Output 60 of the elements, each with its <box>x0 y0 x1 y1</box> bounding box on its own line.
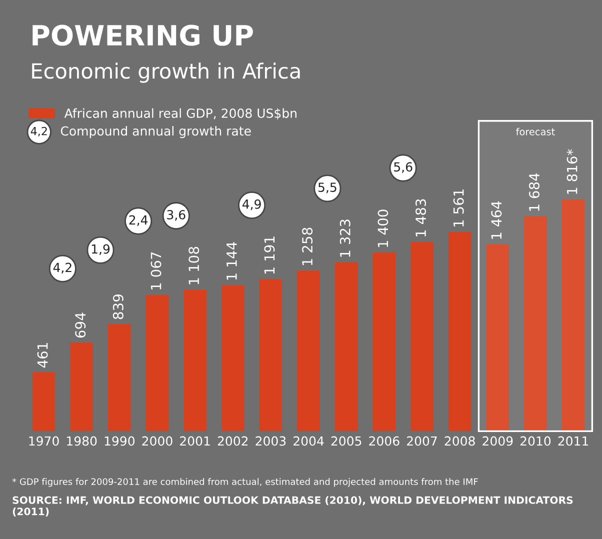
x-tick-label: 1990 <box>104 436 134 446</box>
text: 5,5 <box>318 182 336 194</box>
text: 5,6 <box>394 162 412 173</box>
data-label: 1 816* <box>566 149 578 194</box>
data-label: 1 144 <box>226 242 237 280</box>
x-tick-label: 2006 <box>369 436 400 446</box>
data-label: 1 258 <box>302 228 313 266</box>
x-tick-label: 2005 <box>331 436 362 446</box>
data-label: 1 561 <box>453 190 464 226</box>
x-tick-label: 2011 <box>558 436 588 446</box>
x-tick-label: 2000 <box>142 436 172 446</box>
legend-label: African annual real GDP, 2008 US$bn <box>64 108 296 120</box>
bar <box>222 285 244 432</box>
chart-subtitle: Economic growth in Africa <box>32 62 300 83</box>
x-tick-label: 2003 <box>256 436 286 446</box>
data-label: 1 067 <box>150 252 162 290</box>
data-label: 694 <box>75 312 86 338</box>
source-note: SOURCE: IMF, WORLD ECONOMIC OUTLOOK DATABASE (2010), WORLD DEVELOPMENT INDICATORS (2011) <box>12 496 573 516</box>
x-tick-label: 2009 <box>482 436 513 446</box>
x-tick-label: 2010 <box>520 436 551 446</box>
text: 4,2 <box>30 126 47 136</box>
bar <box>70 342 93 432</box>
band-label: forecast <box>516 128 555 136</box>
data-label: 1 108 <box>188 246 200 284</box>
bar <box>184 290 206 432</box>
annotation: 1,9 <box>92 244 110 256</box>
chart-title: POWERING UP <box>32 24 253 46</box>
x-tick-label: 2007 <box>407 436 437 446</box>
annotation: 2,4 <box>129 215 148 226</box>
annotation: 4,9 <box>242 199 261 210</box>
bar <box>32 372 56 432</box>
x-tick-label: 2001 <box>180 436 210 446</box>
data-label: 1 483 <box>416 199 426 236</box>
data-label: 1 191 <box>264 236 275 274</box>
x-tick-label: 2008 <box>444 436 475 446</box>
bar <box>259 279 282 432</box>
bar <box>372 252 396 432</box>
x-tick-label: 1980 <box>67 436 97 446</box>
data-label: 1 684 <box>528 173 540 211</box>
x-tick-label: 1970 <box>29 436 59 446</box>
bar <box>448 232 472 432</box>
data-label: 461 <box>37 343 48 368</box>
text: * GDP figures for 2009-2011 are combined from actual, estimated and projected amounts from the IMF <box>12 478 478 487</box>
data-label: 1 464 <box>491 201 502 239</box>
bar <box>108 324 131 432</box>
x-tick-label: 2002 <box>218 436 248 446</box>
data-label: 1 323 <box>340 220 350 257</box>
bar <box>524 216 547 432</box>
data-label: 1 400 <box>378 210 388 247</box>
data-label: 839 <box>112 294 124 320</box>
annotation: 3,6 <box>167 210 186 221</box>
bar <box>562 200 585 432</box>
bar <box>335 262 358 432</box>
bar <box>410 242 434 432</box>
text: Compound annual growth rate <box>60 126 251 138</box>
x-tick-label: 2004 <box>294 436 324 446</box>
bar <box>486 244 509 432</box>
bar <box>297 270 320 432</box>
annotation: 4,2 <box>53 262 72 274</box>
bar <box>146 295 169 432</box>
